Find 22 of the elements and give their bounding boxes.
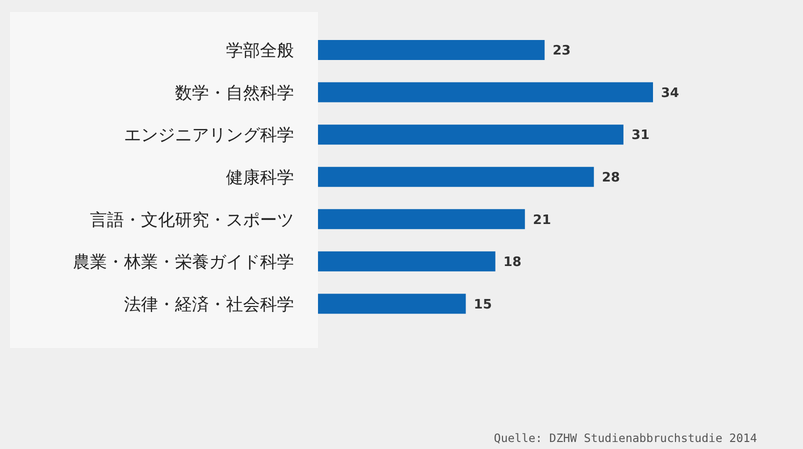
bar [318, 40, 545, 60]
data-label: 18 [503, 255, 522, 270]
bar [318, 251, 496, 272]
y-tick-label: 学部全般 [226, 41, 294, 60]
y-tick-label: エンジニアリング科学 [124, 126, 294, 145]
y-tick-label: 農業・林業・栄養ガイド科学 [73, 252, 294, 272]
y-tick-label: 健康科学 [226, 168, 294, 188]
y-tick-label: 数学・自然科学 [175, 83, 294, 102]
y-tick-label: 法律・経済・社会科学 [124, 294, 294, 314]
data-label: 31 [631, 128, 650, 144]
data-label: 21 [532, 212, 552, 228]
bar [318, 166, 594, 187]
data-label: 34 [661, 86, 680, 101]
data-label: 23 [552, 44, 571, 59]
source-note: Quelle: DZHW Studienabbruchstudie 2014 [494, 431, 757, 445]
bar [318, 209, 525, 230]
bar [318, 294, 466, 314]
y-tick-label: 言語・文化研究・スポーツ [90, 210, 294, 230]
bar [318, 124, 624, 145]
bar [318, 82, 653, 102]
data-label: 15 [474, 297, 492, 312]
data-label: 28 [602, 170, 620, 186]
